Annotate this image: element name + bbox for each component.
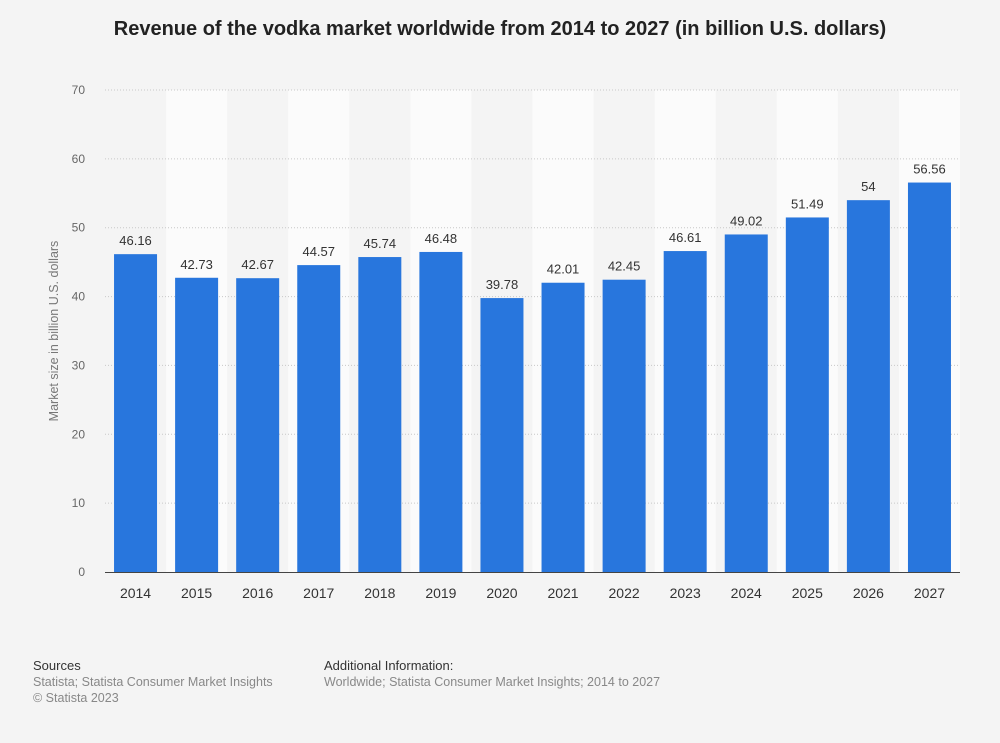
bar bbox=[297, 265, 341, 572]
x-tick-label: 2021 bbox=[547, 585, 578, 601]
y-axis-ticks: 0 10 20 30 40 50 60 70 bbox=[72, 83, 86, 579]
bar bbox=[236, 278, 280, 572]
x-tick-label: 2017 bbox=[303, 585, 334, 601]
copyright-text: © Statista 2023 bbox=[33, 691, 119, 705]
data-label: 46.48 bbox=[425, 231, 458, 246]
x-tick-label: 2020 bbox=[486, 585, 517, 601]
y-tick-label: 40 bbox=[72, 290, 86, 304]
bar bbox=[846, 200, 890, 572]
x-tick-label: 2022 bbox=[609, 585, 640, 601]
x-tick-label: 2019 bbox=[425, 585, 456, 601]
y-tick-label: 10 bbox=[72, 496, 86, 510]
y-axis-label: Market size in billion U.S. dollars bbox=[47, 241, 61, 422]
bar bbox=[480, 298, 524, 572]
bar bbox=[419, 251, 463, 572]
data-labels: 46.16 42.73 42.67 44.57 45.74 46.48 39.78 42.01… bbox=[119, 162, 945, 293]
data-label: 42.73 bbox=[180, 257, 213, 272]
x-tick-label: 2023 bbox=[670, 585, 701, 601]
data-label: 49.02 bbox=[730, 213, 763, 228]
bar bbox=[541, 282, 585, 572]
y-tick-label: 60 bbox=[72, 152, 86, 166]
y-tick-label: 20 bbox=[72, 427, 86, 441]
data-label: 39.78 bbox=[486, 277, 519, 292]
data-label: 46.16 bbox=[119, 233, 152, 248]
additional-info-block: Additional Information: Worldwide; Stati… bbox=[324, 658, 660, 690]
additional-info-heading: Additional Information: bbox=[324, 658, 454, 673]
additional-info-text: Worldwide; Statista Consumer Market Insi… bbox=[324, 675, 661, 689]
data-label: 54 bbox=[861, 179, 875, 194]
bar bbox=[358, 257, 402, 572]
bars bbox=[114, 182, 951, 572]
bar bbox=[724, 234, 768, 572]
data-label: 42.67 bbox=[241, 257, 274, 272]
sources-text: Statista; Statista Consumer Market Insig… bbox=[33, 675, 273, 689]
y-tick-label: 70 bbox=[72, 83, 86, 97]
x-tick-label: 2014 bbox=[120, 585, 151, 601]
x-tick-label: 2018 bbox=[364, 585, 395, 601]
x-axis-ticks: 2014 2015 2016 2017 2018 2019 2020 2021 2022 2023… bbox=[120, 585, 945, 601]
bar bbox=[114, 254, 158, 572]
x-tick-label: 2026 bbox=[853, 585, 884, 601]
y-tick-label: 30 bbox=[72, 358, 86, 372]
data-label: 42.45 bbox=[608, 259, 641, 274]
x-tick-label: 2024 bbox=[731, 585, 762, 601]
data-label: 51.49 bbox=[791, 196, 824, 211]
sources-heading: Sources bbox=[33, 658, 81, 673]
bar bbox=[602, 279, 646, 572]
data-label: 44.57 bbox=[302, 244, 335, 259]
y-tick-label: 50 bbox=[72, 221, 86, 235]
bar bbox=[663, 251, 707, 572]
data-label: 56.56 bbox=[913, 162, 946, 177]
sources-block: Sources Statista; Statista Consumer Mark… bbox=[33, 658, 273, 706]
x-tick-label: 2016 bbox=[242, 585, 273, 601]
x-tick-label: 2015 bbox=[181, 585, 212, 601]
x-tick-label: 2027 bbox=[914, 585, 945, 601]
x-tick-label: 2025 bbox=[792, 585, 823, 601]
data-label: 42.01 bbox=[547, 262, 580, 277]
data-label: 45.74 bbox=[364, 236, 397, 251]
y-tick-label: 0 bbox=[78, 565, 85, 579]
bar bbox=[907, 182, 951, 572]
data-label: 46.61 bbox=[669, 230, 702, 245]
chart-title: Revenue of the vodka market worldwide fr… bbox=[113, 18, 887, 40]
bar bbox=[175, 277, 219, 572]
bar-chart: 0 10 20 30 40 50 60 70 46.16 42.73 42.67 44.57 45.7… bbox=[47, 83, 960, 601]
bar bbox=[785, 217, 829, 572]
